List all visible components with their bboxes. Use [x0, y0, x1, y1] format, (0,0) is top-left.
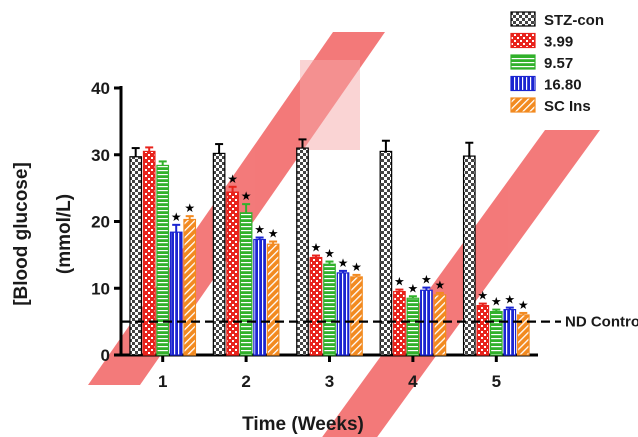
bar [296, 147, 309, 356]
significance-star: ★ [311, 241, 322, 255]
x-tick-label: 5 [492, 372, 501, 391]
x-tick-label: 1 [158, 372, 167, 391]
reference-line-label: ND Control [565, 314, 638, 331]
legend-label: STZ-con [544, 12, 604, 29]
significance-star: ★ [171, 210, 182, 224]
bar [239, 212, 253, 356]
bar [476, 305, 490, 356]
significance-star: ★ [518, 298, 529, 312]
significance-markers: ★★★★★ ★★ ★★ ★★ ★★ ★★ ★ ★ ★ [171, 172, 529, 312]
significance-star: ★ [351, 260, 362, 274]
significance-star: ★ [268, 227, 279, 241]
bar [266, 243, 280, 356]
bar [406, 297, 420, 356]
bar [350, 276, 363, 356]
x-tick-label: 2 [241, 372, 250, 391]
legend: STZ-con 3.99 9.57 16.80 SC Ins [510, 11, 604, 115]
bar [156, 164, 170, 356]
legend-swatch [510, 54, 536, 70]
legend-swatch [510, 11, 536, 27]
significance-star: ★ [477, 289, 488, 303]
y-tick-label: 40 [91, 79, 110, 98]
bar [142, 150, 156, 356]
error-bars [131, 138, 528, 315]
significance-star: ★ [435, 278, 446, 292]
y-tick-label: 0 [101, 346, 110, 365]
x-tick-label: 3 [325, 372, 334, 391]
bar [433, 294, 447, 356]
legend-swatch [510, 32, 536, 49]
bar [462, 155, 476, 356]
bar [253, 238, 266, 356]
bar [226, 191, 239, 356]
significance-star: ★ [338, 256, 349, 270]
y-tick-label: 20 [91, 213, 110, 232]
bar [379, 150, 393, 356]
significance-star: ★ [324, 247, 335, 261]
x-axis-title: Time (Weeks) [242, 414, 364, 435]
bar [393, 290, 406, 356]
y-tick-label: 30 [91, 146, 110, 165]
bar [503, 309, 517, 356]
bar [183, 218, 197, 356]
x-tick-label: 4 [408, 372, 418, 391]
bar [336, 272, 350, 356]
legend-label: 3.99 [544, 34, 573, 51]
y-axis-title-line2: (mmol/L) [54, 194, 75, 274]
significance-star: ★ [491, 295, 502, 309]
legend-label: SC Ins [544, 98, 591, 115]
bar [212, 152, 226, 356]
significance-star: ★ [394, 275, 405, 289]
legend-swatch [510, 97, 536, 113]
significance-star: ★ [408, 281, 419, 295]
significance-star: ★ [184, 201, 195, 215]
significance-star: ★ [504, 293, 515, 307]
bar [129, 156, 143, 356]
y-axis-title-line1: [Blood glucose] [11, 162, 32, 306]
bar [169, 231, 183, 356]
legend-swatch [510, 75, 536, 92]
significance-star: ★ [254, 223, 265, 237]
y-tick-label: 10 [91, 279, 110, 298]
bar [323, 263, 336, 356]
legend-label: 16.80 [544, 77, 582, 94]
significance-star: ★ [227, 172, 238, 186]
significance-star: ★ [421, 273, 432, 287]
bar [309, 256, 323, 356]
legend-label: 9.57 [544, 55, 573, 72]
significance-star: ★ [241, 189, 252, 203]
bar [489, 311, 503, 356]
